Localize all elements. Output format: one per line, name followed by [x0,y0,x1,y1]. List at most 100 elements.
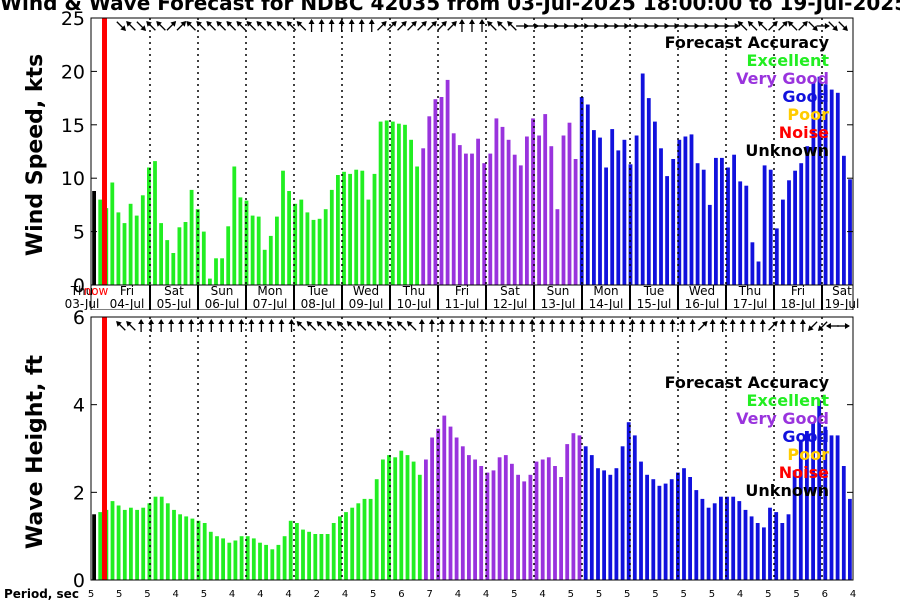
arrow-head [296,21,303,27]
data-bar [221,538,225,580]
arrow-head [346,321,353,327]
data-bar [122,509,127,580]
data-bar [270,549,275,580]
legend-item: Very Good [736,69,829,88]
arrow-head [499,319,506,324]
y-tick-label: 5 [73,222,85,244]
data-bar [669,479,674,580]
arrow-shaft [397,321,407,331]
data-bar [707,204,712,285]
data-bar [657,485,662,580]
data-bar [233,540,238,580]
direction-arrow [768,21,778,31]
arrow-head [278,319,285,324]
data-bar [281,170,285,285]
arrow-head [832,25,838,31]
data-bar [317,218,322,285]
period-value: 5 [681,589,687,600]
data-bar [282,536,287,580]
arrow-head [559,319,566,324]
data-bar [688,477,692,580]
data-bar [424,459,428,580]
data-bar [172,509,176,580]
arrow-head [266,21,273,27]
data-bar [683,136,688,285]
data-bar [543,114,548,285]
y-tick-label: 6 [73,307,85,329]
y-tick-label: 2 [73,482,85,504]
day-name: Sat [832,284,852,298]
now-marker [102,18,107,285]
direction-arrow [539,319,546,332]
direction-arrow [447,21,457,31]
data-bar [738,181,743,285]
data-bar [755,523,760,580]
day-date: 09-Jul [349,297,384,310]
arrow-head [226,21,233,27]
direction-arrow [479,319,486,332]
data-bar [732,154,736,285]
data-bar [454,437,459,580]
direction-arrow [386,321,397,331]
data-bar [494,118,499,286]
arrow-head [401,21,407,27]
data-bar [295,523,299,580]
data-bar [762,527,766,580]
day-date: 03-Jul [65,297,100,310]
data-bar [835,435,840,580]
day-name: Mon [257,284,282,298]
data-bar [325,534,330,580]
direction-arrow [789,319,796,332]
y-tick-label: 0 [73,570,85,592]
data-bar [540,459,545,580]
data-bar [528,474,533,580]
arrow-head [509,319,516,324]
data-bar [817,400,822,580]
arrow-shaft [306,321,317,331]
arrow-head [782,21,788,27]
direction-arrow [838,21,848,31]
legend-item: Poor [787,445,829,464]
data-bar [491,470,496,580]
direction-arrow [737,21,748,31]
direction-arrow [168,319,175,332]
period-value: 4 [257,589,263,600]
data-bar [485,472,490,580]
direction-arrow [198,319,205,332]
arrow-head [689,319,696,324]
day-date: 11-Jul [445,297,480,310]
arrow-head [418,319,425,324]
arrow-head [507,21,513,27]
direction-arrow [376,321,387,331]
data-bar [592,130,596,285]
arrow-head [336,321,343,327]
period-value: 5 [370,589,376,600]
day-date: 19-Jul [825,297,860,310]
day-name: Tue [307,284,329,298]
arrow-head [306,321,313,327]
period-value: 5 [793,589,799,600]
data-bar [307,531,311,580]
direction-arrow [316,321,327,331]
data-bar [610,129,615,285]
data-bar [189,189,194,285]
direction-arrow [709,319,716,332]
data-bar [620,446,625,580]
arrow-head [747,21,754,27]
arrow-head [529,319,536,324]
data-bar [301,529,305,580]
direction-arrow [396,321,407,331]
period-value: 7 [427,589,433,600]
data-bar [439,97,444,285]
direction-arrow [336,321,347,331]
arrow-head [458,319,465,324]
data-bar [430,437,434,580]
data-bar [140,195,145,285]
day-name: Fri [120,284,134,298]
data-bar [311,219,316,285]
legend-item: Unknown [745,141,829,160]
data-bar [616,150,621,285]
data-bar [726,167,730,285]
direction-arrow [116,321,126,331]
direction-arrow [238,319,245,332]
